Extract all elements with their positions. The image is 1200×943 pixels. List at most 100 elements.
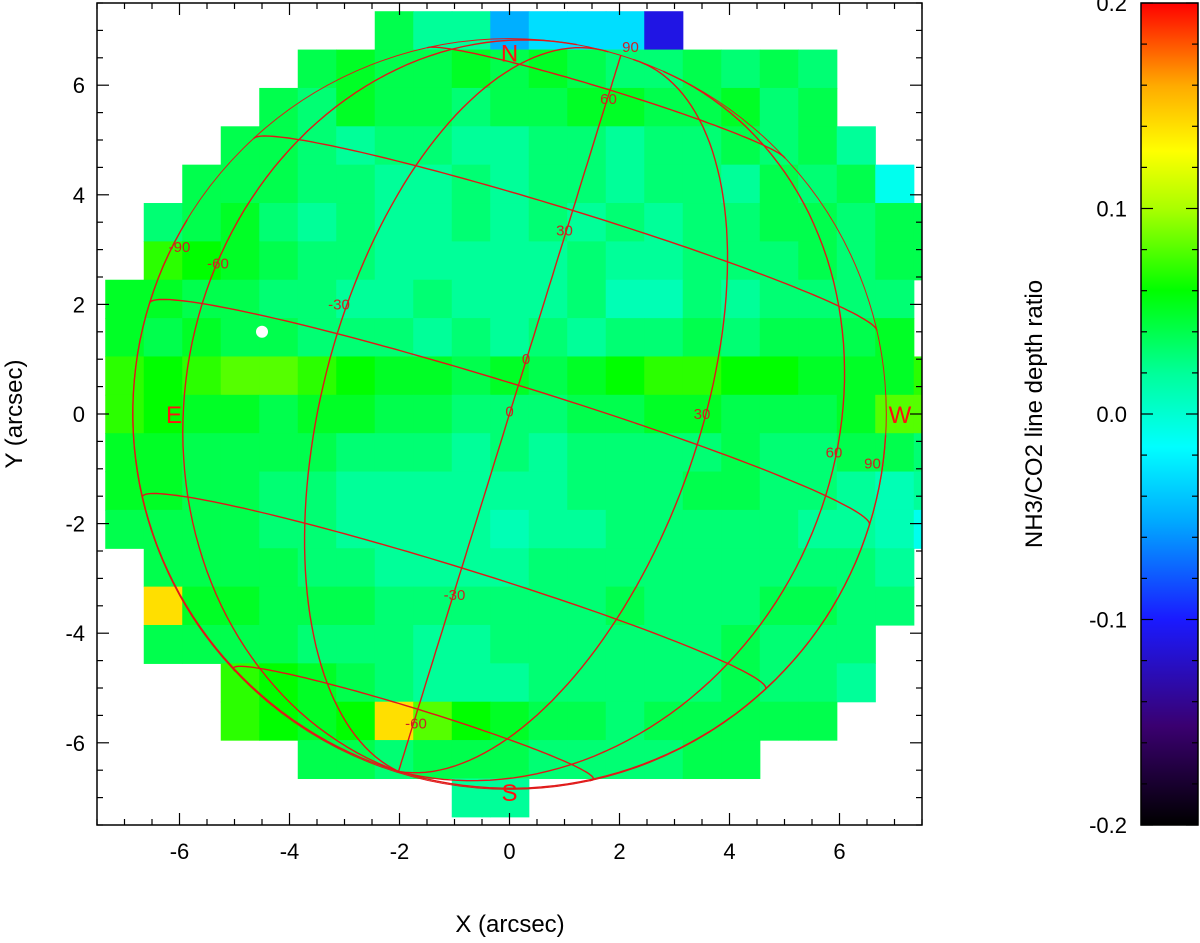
heatmap-cell	[220, 624, 260, 664]
heatmap-cell	[451, 663, 491, 703]
heatmap-cell	[220, 279, 260, 319]
heatmap-cell	[220, 509, 260, 549]
heatmap-cell	[567, 164, 607, 204]
colorbar-tick-label: -0.2	[1089, 813, 1127, 838]
heatmap-cell	[182, 433, 222, 473]
heatmap-cell	[798, 126, 838, 166]
heatmap-cell	[105, 509, 145, 549]
heatmap-cell	[374, 241, 414, 281]
heatmap-cell	[605, 624, 645, 664]
heatmap-cell	[528, 49, 568, 89]
heatmap-cell	[105, 433, 145, 473]
heatmap-cell	[220, 356, 260, 396]
longitude-label: 0	[522, 351, 530, 368]
heatmap-cell	[605, 433, 645, 473]
heatmap-cell	[182, 241, 222, 281]
heatmap-cell	[451, 87, 491, 127]
overlay-labels: 60 30 0 -30 -60 -90 -60 -30 0 30 60 90 90 N S E W	[166, 39, 912, 807]
heatmap-cell	[374, 279, 414, 319]
heatmap-cells	[105, 11, 922, 818]
heatmap-cell	[682, 279, 722, 319]
heatmap-cell	[490, 548, 530, 588]
longitude-line	[397, 55, 622, 772]
heatmap-cell	[875, 471, 915, 511]
heatmap-cell	[605, 279, 645, 319]
heatmap-cell	[682, 318, 722, 358]
heatmap-cell	[682, 433, 722, 473]
heatmap-cell	[259, 318, 299, 358]
heatmap-cell	[259, 203, 299, 242]
heatmap-cell	[413, 471, 453, 511]
heatmap-cell	[721, 509, 761, 549]
heatmap-cell	[528, 394, 568, 434]
y-tick-label: -6	[65, 731, 85, 756]
heatmap-cell	[336, 87, 376, 127]
heatmap-cell	[413, 433, 453, 473]
heatmap-cell	[182, 509, 222, 549]
heatmap-cell	[759, 471, 799, 511]
heatmap-cell	[297, 740, 337, 780]
y-axis-title: Y (arcsec)	[1, 360, 28, 469]
heatmap-cell	[644, 318, 684, 358]
heatmap-cell	[220, 548, 260, 588]
heatmap-cell	[644, 164, 684, 204]
longitude-line	[398, 58, 729, 774]
heatmap-cell	[374, 509, 414, 549]
heatmap-cell	[644, 203, 684, 242]
heatmap-cell	[336, 433, 376, 473]
heatmap-cell	[644, 548, 684, 588]
heatmap-cell	[297, 586, 337, 626]
heatmap-cell	[759, 586, 799, 626]
heatmap-cell	[721, 49, 761, 89]
heatmap-cell	[875, 164, 915, 204]
colorbar-tick-label: 0.2	[1096, 0, 1127, 16]
heatmap-cell	[644, 356, 684, 396]
heatmap-cell	[105, 356, 145, 396]
longitude-line	[182, 39, 577, 773]
heatmap-cell	[336, 356, 376, 396]
heatmap-cell	[644, 740, 684, 780]
longitude-label: -60	[207, 255, 229, 272]
heatmap-cell	[721, 164, 761, 204]
heatmap-cell	[605, 356, 645, 396]
heatmap-cell	[413, 241, 453, 281]
heatmap-cell	[490, 241, 530, 281]
heatmap-cell	[336, 509, 376, 549]
y-tick-label: 4	[73, 183, 85, 208]
heatmap-cell	[567, 279, 607, 319]
heatmap-cell	[644, 11, 684, 51]
heatmap-cell	[451, 126, 491, 166]
heatmap-cell	[682, 548, 722, 588]
heatmap-cell	[528, 279, 568, 319]
heatmap-cell	[220, 663, 260, 703]
heatmap-cell	[798, 663, 838, 703]
compass-label-n: N	[501, 40, 518, 67]
heatmap-cell	[259, 433, 299, 473]
heatmap-cell	[490, 356, 530, 396]
heatmap-cell	[490, 509, 530, 549]
latitude-label: 30	[556, 222, 573, 239]
heatmap-cell	[143, 548, 183, 588]
heatmap-cell	[875, 433, 915, 473]
heatmap-cell	[451, 624, 491, 664]
x-tick-label: 0	[503, 839, 515, 864]
heatmap-cell	[836, 548, 876, 588]
heatmap-cell	[336, 548, 376, 588]
heatmap-cell	[105, 394, 145, 434]
heatmap-cell	[875, 586, 915, 626]
heatmap-cell	[528, 663, 568, 703]
heatmap-cell	[605, 241, 645, 281]
heatmap-cell	[759, 279, 799, 319]
heatmap-cell	[413, 548, 453, 588]
heatmap-cell	[220, 318, 260, 358]
heatmap-cell	[605, 548, 645, 588]
heatmap-cell	[567, 203, 607, 242]
heatmap-cell	[451, 11, 491, 51]
heatmap-cell	[451, 586, 491, 626]
heatmap-cell	[297, 49, 337, 89]
heatmap-cell	[336, 279, 376, 319]
compass-label-e: E	[166, 402, 182, 429]
heatmap-cell	[374, 471, 414, 511]
axis-ticks: -6 -4 -2 0 2 4 6 -6 -4 -2 0 2 4 6	[65, 2, 923, 864]
heatmap-cell	[451, 433, 491, 473]
